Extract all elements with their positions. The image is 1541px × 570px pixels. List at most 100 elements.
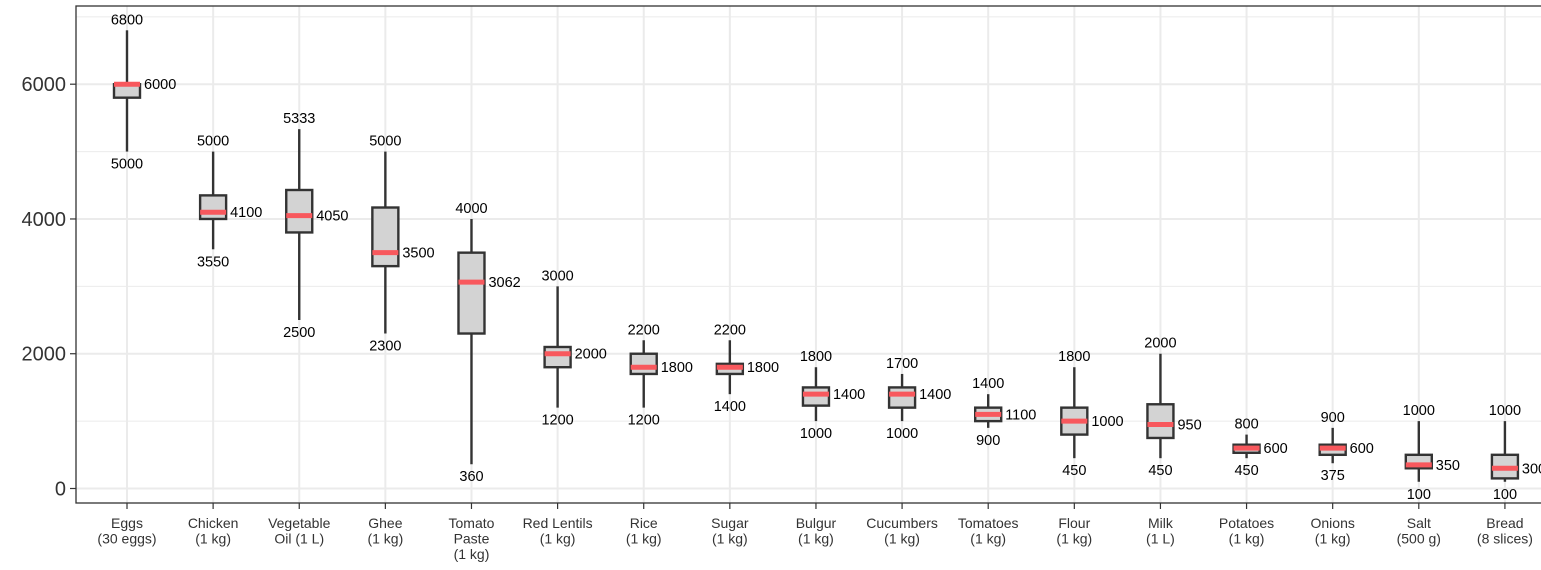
data-label-median: 300	[1522, 461, 1541, 477]
x-tick-label-line: Onions	[1311, 515, 1355, 531]
data-label-min: 450	[1062, 463, 1086, 479]
data-label-max: 3000	[541, 268, 573, 284]
data-label-median: 600	[1264, 441, 1288, 457]
x-tick-label-line: Tomatoes	[958, 515, 1019, 531]
x-tick-label: Bulgur (1 kg)	[796, 515, 837, 547]
x-tick-label-line: (1 kg)	[540, 531, 576, 547]
data-label-max: 800	[1234, 417, 1258, 433]
x-tick-label: Sugar (1 kg)	[711, 515, 749, 547]
x-tick-label-line: (1 kg)	[970, 531, 1006, 547]
y-tick-label: 6000	[22, 74, 67, 96]
x-tick-label-line: (500 g)	[1397, 531, 1441, 547]
x-tick-label-line: Potatoes	[1219, 515, 1274, 531]
data-label-min: 450	[1234, 463, 1258, 479]
data-label-median: 6000	[144, 77, 176, 93]
x-tick-label: Flour (1 kg)	[1056, 515, 1092, 547]
data-label-min: 5000	[111, 157, 143, 173]
x-tick-label-line: (8 slices)	[1477, 531, 1533, 547]
box-iqr	[887, 386, 917, 409]
box-onions	[1318, 427, 1347, 464]
x-tick-label: Cucumbers (1 kg)	[866, 515, 938, 547]
data-label-max: 6800	[111, 12, 143, 28]
box-ghee	[371, 151, 400, 334]
box-chicken	[198, 151, 228, 250]
data-label-max: 2200	[628, 322, 660, 338]
y-tick-label: 0	[55, 479, 66, 501]
x-tick-label-line: (1 kg)	[712, 531, 748, 547]
x-tick-label: Rice (1 kg)	[626, 515, 662, 547]
y-tick-label: 2000	[22, 344, 67, 366]
boxes	[112, 30, 1520, 482]
data-label-min: 450	[1148, 463, 1172, 479]
x-tick-label: Potatoes (1 kg)	[1219, 515, 1274, 547]
data-label-median: 950	[1177, 417, 1201, 433]
data-label-min: 2300	[369, 339, 401, 355]
data-label-min: 900	[976, 433, 1000, 449]
x-tick-label-line: (1 kg)	[195, 531, 231, 547]
x-tick-label-line: Red Lentils	[523, 515, 593, 531]
box-iqr	[285, 188, 314, 234]
y-axis-ticks: 0 2000 4000 6000	[22, 74, 76, 501]
plot-panel-border	[75, 5, 1541, 504]
x-tick-label-line: (1 kg)	[626, 531, 662, 547]
data-label-min: 1200	[541, 413, 573, 429]
box-rice	[629, 340, 658, 408]
x-tick-label-line: (1 L)	[1146, 531, 1175, 547]
x-tick-label: Tomatoes (1 kg)	[958, 515, 1019, 547]
x-tick-label-line: (1 kg)	[1315, 531, 1351, 547]
x-tick-label-line: Tomato	[449, 515, 495, 531]
data-label-max: 5000	[197, 134, 229, 150]
box-iqr	[371, 206, 400, 268]
data-label-median: 2000	[575, 347, 607, 363]
data-label-median: 4100	[230, 205, 262, 221]
x-tick-label-line: Oil (1 L)	[274, 531, 324, 547]
data-label-median: 1000	[1091, 414, 1123, 430]
data-label-min: 360	[459, 469, 483, 485]
x-tick-label-line: (1 kg)	[1056, 531, 1092, 547]
x-tick-label: Chicken (1 kg)	[188, 515, 239, 547]
data-label-max: 1000	[1489, 403, 1521, 419]
data-label-max: 900	[1321, 410, 1345, 426]
x-tick-label-line: Bread	[1486, 515, 1523, 531]
data-label-median: 1800	[661, 360, 693, 376]
box-vegetable	[285, 129, 314, 321]
x-tick-label-line: Cucumbers	[866, 515, 938, 531]
data-label-median: 1400	[919, 387, 951, 403]
x-tick-label-line: Sugar	[711, 515, 749, 531]
x-tick-label-line: Flour	[1058, 515, 1090, 531]
x-tick-label-line: Salt	[1407, 515, 1431, 531]
data-label-max: 5333	[283, 111, 315, 127]
x-tick-label-line: (1 kg)	[367, 531, 403, 547]
box-salt	[1404, 421, 1434, 482]
box-milk	[1146, 353, 1175, 459]
x-tick-label-line: Paste	[454, 531, 490, 547]
data-label-max: 2200	[714, 322, 746, 338]
x-tick-label: Eggs (30 eggs)	[97, 515, 156, 547]
data-label-median: 1100	[1005, 407, 1036, 423]
x-tick-label-line: Eggs	[111, 515, 143, 531]
data-label-min: 1000	[886, 426, 918, 442]
data-label-min: 375	[1321, 468, 1345, 484]
x-tick-label-line: Milk	[1148, 515, 1174, 531]
box-tomatoes	[974, 394, 1003, 428]
x-axis-ticks: Eggs (30 eggs)Chicken (1 kg)Vegetable Oil (…	[97, 503, 1533, 562]
x-tick-label-line: Rice	[630, 515, 658, 531]
data-label-min: 100	[1407, 487, 1431, 503]
box-iqr	[457, 251, 486, 335]
data-label-median: 4050	[316, 209, 348, 225]
data-label-median: 350	[1436, 458, 1460, 474]
x-tick-label: Milk (1 L)	[1146, 515, 1175, 547]
data-label-min: 1400	[714, 399, 746, 415]
x-tick-label: Bread (8 slices)	[1477, 515, 1533, 547]
x-tick-label: Tomato Paste (1 kg)	[449, 515, 495, 562]
x-tick-label-line: Bulgur	[796, 515, 837, 531]
data-label-max: 1700	[886, 356, 918, 372]
data-label-min: 3550	[197, 254, 229, 270]
box-iqr	[198, 194, 228, 221]
x-tick-label-line: (1 kg)	[798, 531, 834, 547]
data-label-median: 1400	[833, 387, 865, 403]
data-label-min: 1200	[628, 413, 660, 429]
data-label-min: 2500	[283, 325, 315, 341]
data-label-min: 1000	[800, 426, 832, 442]
data-label-median: 3062	[488, 275, 520, 291]
